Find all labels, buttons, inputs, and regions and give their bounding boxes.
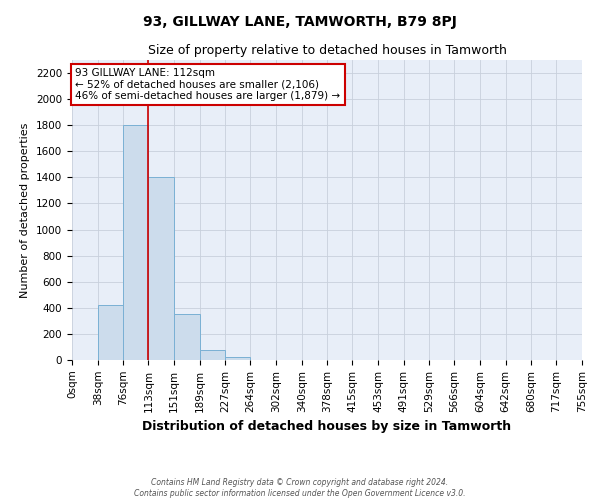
Bar — [200, 350, 226, 360]
Bar — [148, 178, 174, 360]
X-axis label: Distribution of detached houses by size in Tamworth: Distribution of detached houses by size … — [142, 420, 512, 433]
Bar — [174, 314, 200, 360]
Title: Size of property relative to detached houses in Tamworth: Size of property relative to detached ho… — [148, 44, 506, 58]
Text: 93, GILLWAY LANE, TAMWORTH, B79 8PJ: 93, GILLWAY LANE, TAMWORTH, B79 8PJ — [143, 15, 457, 29]
Text: 93 GILLWAY LANE: 112sqm
← 52% of detached houses are smaller (2,106)
46% of semi: 93 GILLWAY LANE: 112sqm ← 52% of detache… — [76, 68, 341, 101]
Y-axis label: Number of detached properties: Number of detached properties — [20, 122, 31, 298]
Bar — [98, 305, 124, 360]
Bar — [226, 356, 250, 360]
Bar — [124, 125, 148, 360]
Text: Contains HM Land Registry data © Crown copyright and database right 2024.
Contai: Contains HM Land Registry data © Crown c… — [134, 478, 466, 498]
